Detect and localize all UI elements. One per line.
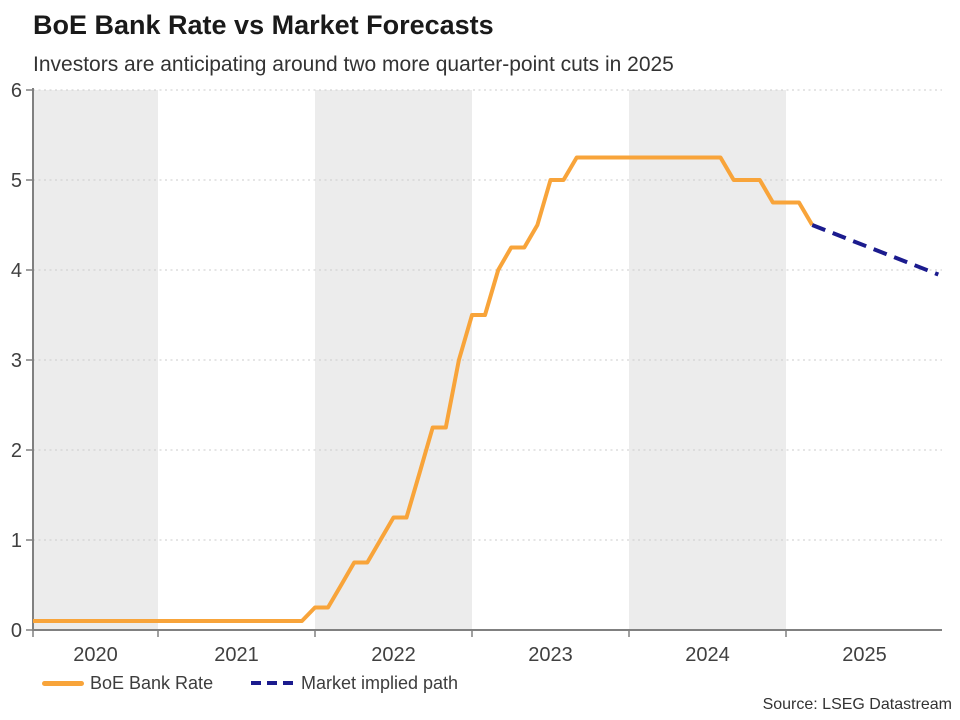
legend-swatch-market-implied-path bbox=[251, 681, 294, 685]
year-shading-band bbox=[315, 90, 472, 630]
legend-label-boe-bank-rate: BoE Bank Rate bbox=[90, 673, 214, 693]
legend-label-market-implied-path: Market implied path bbox=[301, 673, 459, 693]
legend-swatch-boe-bank-rate bbox=[42, 681, 84, 686]
y-tick-label: 2 bbox=[11, 440, 22, 462]
x-tick-label: 2022 bbox=[371, 644, 416, 666]
y-tick-label: 0 bbox=[11, 620, 22, 642]
page-title: BoE Bank Rate vs Market Forecasts bbox=[33, 10, 494, 40]
source-credit: Source: LSEG Datastream bbox=[762, 696, 952, 713]
x-tick-label: 2025 bbox=[842, 644, 887, 666]
series-line-market-implied-path bbox=[811, 223, 940, 277]
year-shading-band bbox=[629, 90, 786, 630]
x-tick-label: 2020 bbox=[73, 644, 118, 666]
y-tick-label: 4 bbox=[11, 260, 22, 282]
x-tick-label: 2021 bbox=[214, 644, 259, 666]
x-tick-label: 2023 bbox=[528, 644, 573, 666]
chart-subtitle: Investors are anticipating around two mo… bbox=[33, 53, 674, 76]
series-line-boe-bank-rate bbox=[33, 155, 814, 623]
x-tick-label: 2024 bbox=[685, 644, 730, 666]
y-tick-label: 6 bbox=[11, 80, 22, 102]
y-tick-label: 5 bbox=[11, 170, 22, 192]
y-tick-label: 3 bbox=[11, 350, 22, 372]
y-tick-label: 1 bbox=[11, 530, 22, 552]
